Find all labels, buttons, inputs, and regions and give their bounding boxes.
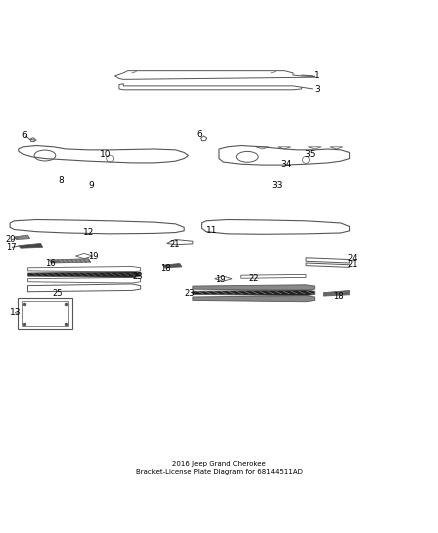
Text: 24: 24	[347, 254, 358, 263]
Polygon shape	[323, 290, 350, 296]
Polygon shape	[19, 244, 43, 248]
Text: 12: 12	[83, 228, 94, 237]
Polygon shape	[193, 296, 315, 302]
Polygon shape	[193, 285, 315, 290]
Text: 21: 21	[169, 240, 180, 249]
Text: 20: 20	[6, 235, 16, 244]
Text: 9: 9	[88, 181, 94, 190]
Text: 23: 23	[132, 272, 143, 281]
Text: 6: 6	[197, 130, 202, 139]
Text: 18: 18	[160, 264, 171, 273]
Text: 2016 Jeep Grand Cherokee
Bracket-License Plate Diagram for 68144511AD: 2016 Jeep Grand Cherokee Bracket-License…	[136, 462, 302, 475]
Text: 13: 13	[10, 308, 21, 317]
Text: 33: 33	[271, 181, 283, 190]
Text: 25: 25	[53, 289, 63, 298]
Text: 18: 18	[333, 292, 344, 301]
Text: 11: 11	[206, 226, 217, 235]
Text: 34: 34	[280, 160, 291, 169]
Polygon shape	[162, 263, 182, 268]
Text: 23: 23	[184, 289, 195, 298]
Text: 19: 19	[215, 275, 225, 284]
Text: 16: 16	[45, 259, 56, 268]
Text: 1: 1	[314, 71, 320, 80]
Text: 19: 19	[88, 252, 99, 261]
Polygon shape	[49, 259, 91, 263]
Text: 8: 8	[58, 176, 64, 185]
Polygon shape	[28, 272, 141, 277]
Polygon shape	[14, 235, 30, 239]
Text: 3: 3	[314, 85, 320, 94]
Text: 22: 22	[249, 274, 259, 282]
Text: 21: 21	[347, 260, 358, 269]
Text: 10: 10	[100, 150, 112, 159]
Text: 35: 35	[304, 150, 315, 159]
Text: 17: 17	[6, 243, 16, 252]
Text: 6: 6	[21, 132, 27, 140]
Polygon shape	[193, 290, 315, 296]
